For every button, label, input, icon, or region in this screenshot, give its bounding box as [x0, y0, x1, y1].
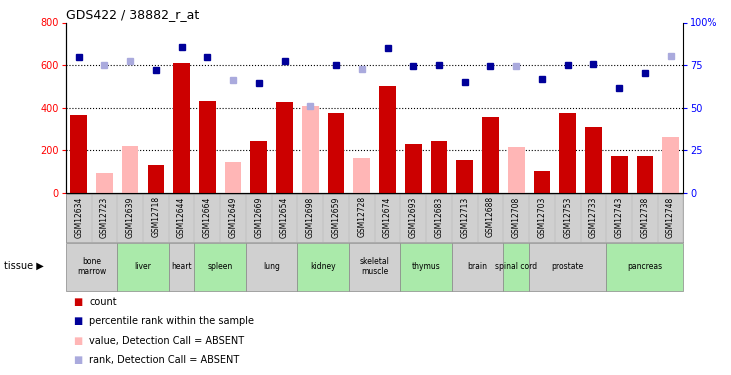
Text: GSM12669: GSM12669 — [254, 196, 263, 238]
Bar — [122, 146, 138, 193]
Text: GSM12713: GSM12713 — [461, 196, 469, 237]
Bar — [276, 102, 293, 193]
Text: GSM12639: GSM12639 — [126, 196, 135, 238]
Text: GSM12674: GSM12674 — [383, 196, 392, 238]
Bar — [585, 127, 602, 193]
Text: GSM12748: GSM12748 — [666, 196, 675, 237]
Bar — [251, 141, 268, 193]
Bar — [559, 113, 576, 193]
Text: GSM12664: GSM12664 — [202, 196, 212, 238]
Bar — [353, 158, 370, 193]
Text: GSM12718: GSM12718 — [151, 196, 160, 237]
Text: skeletal
muscle: skeletal muscle — [360, 257, 390, 276]
Bar — [224, 162, 241, 193]
Bar — [173, 63, 190, 193]
Bar — [379, 87, 396, 193]
Bar — [70, 115, 87, 193]
Bar — [199, 101, 216, 193]
FancyBboxPatch shape — [349, 243, 401, 291]
Text: liver: liver — [135, 262, 151, 271]
Text: brain: brain — [468, 262, 488, 271]
FancyBboxPatch shape — [401, 243, 452, 291]
Text: GDS422 / 38882_r_at: GDS422 / 38882_r_at — [66, 8, 199, 21]
Text: GSM12708: GSM12708 — [512, 196, 520, 237]
FancyBboxPatch shape — [246, 243, 298, 291]
Text: GSM12723: GSM12723 — [100, 196, 109, 237]
Text: GSM12693: GSM12693 — [409, 196, 417, 238]
Text: heart: heart — [171, 262, 192, 271]
FancyBboxPatch shape — [452, 243, 504, 291]
FancyBboxPatch shape — [504, 243, 529, 291]
Text: ■: ■ — [73, 316, 83, 326]
Text: pancreas: pancreas — [627, 262, 662, 271]
Text: GSM12728: GSM12728 — [357, 196, 366, 237]
Text: value, Detection Call = ABSENT: value, Detection Call = ABSENT — [89, 336, 244, 346]
Text: GSM12743: GSM12743 — [615, 196, 624, 238]
Text: GSM12659: GSM12659 — [332, 196, 341, 238]
Text: GSM12738: GSM12738 — [640, 196, 649, 237]
Text: GSM12753: GSM12753 — [563, 196, 572, 238]
Text: thymus: thymus — [412, 262, 441, 271]
Bar — [534, 171, 550, 193]
Text: spleen: spleen — [208, 262, 233, 271]
Text: GSM12698: GSM12698 — [306, 196, 315, 237]
Bar — [611, 156, 627, 193]
Bar — [405, 144, 422, 193]
FancyBboxPatch shape — [117, 243, 169, 291]
FancyBboxPatch shape — [529, 243, 606, 291]
Bar — [302, 106, 319, 193]
Text: GSM12733: GSM12733 — [589, 196, 598, 238]
Bar — [508, 147, 525, 193]
FancyBboxPatch shape — [606, 243, 683, 291]
Text: percentile rank within the sample: percentile rank within the sample — [89, 316, 254, 326]
Text: prostate: prostate — [552, 262, 584, 271]
Bar — [456, 160, 473, 193]
FancyBboxPatch shape — [298, 243, 349, 291]
Text: GSM12683: GSM12683 — [434, 196, 444, 237]
Text: count: count — [89, 297, 117, 307]
Text: GSM12703: GSM12703 — [537, 196, 547, 238]
Text: GSM12644: GSM12644 — [177, 196, 186, 238]
Bar — [327, 113, 344, 193]
Bar — [662, 136, 679, 193]
Text: ■: ■ — [73, 297, 83, 307]
Bar — [482, 117, 499, 193]
Bar — [431, 141, 447, 193]
Text: spinal cord: spinal cord — [495, 262, 537, 271]
FancyBboxPatch shape — [194, 243, 246, 291]
Text: rank, Detection Call = ABSENT: rank, Detection Call = ABSENT — [89, 356, 240, 365]
FancyBboxPatch shape — [66, 243, 117, 291]
Text: bone
marrow: bone marrow — [77, 257, 106, 276]
Text: GSM12634: GSM12634 — [74, 196, 83, 238]
Text: GSM12649: GSM12649 — [229, 196, 238, 238]
Bar — [637, 156, 654, 193]
Text: ■: ■ — [73, 336, 83, 346]
Text: kidney: kidney — [311, 262, 336, 271]
Text: ■: ■ — [73, 356, 83, 365]
Text: GSM12654: GSM12654 — [280, 196, 289, 238]
Text: GSM12688: GSM12688 — [486, 196, 495, 237]
Text: lung: lung — [263, 262, 280, 271]
Bar — [148, 165, 164, 193]
Text: tissue ▶: tissue ▶ — [4, 261, 43, 271]
FancyBboxPatch shape — [169, 243, 194, 291]
Bar — [96, 173, 113, 193]
